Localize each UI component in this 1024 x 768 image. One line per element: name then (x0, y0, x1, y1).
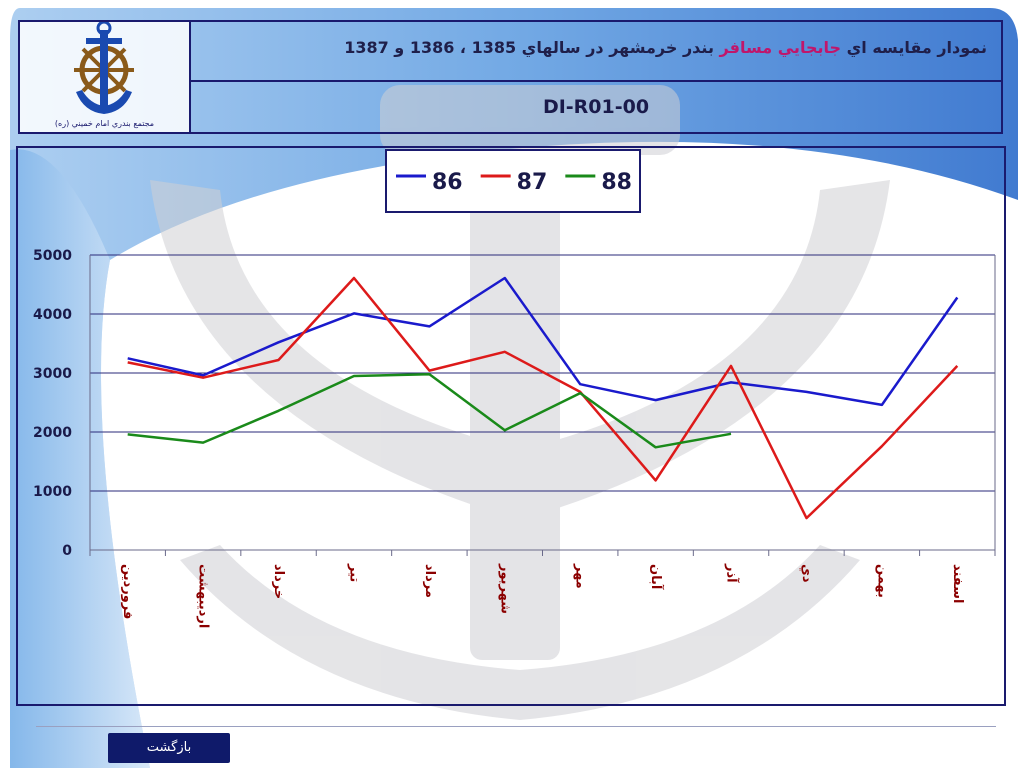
x-category-label: بهمن (874, 564, 889, 598)
title-row (191, 22, 1001, 82)
logo-caption: مجتمع بندري امام خميني (ره) (54, 119, 155, 128)
series-line-86 (127, 276, 959, 407)
legend-label-87: 87 (517, 170, 548, 195)
watermark-anchor-icon (150, 85, 890, 720)
x-category-label: مهر (573, 563, 588, 589)
title-part-2: بندر خرمشهر در سالهاي 1385 ، 1386 و 1387 (344, 38, 714, 57)
chart-legend: 86 87 88 (385, 149, 641, 213)
chart-series (127, 276, 959, 520)
footer-divider (36, 726, 996, 727)
series-line-88 (127, 372, 732, 449)
y-tick-label: 2000 (33, 425, 72, 441)
legend-label-86: 86 (432, 170, 463, 195)
title-part-1: نمودار مقايسه اي (846, 38, 987, 57)
x-category-label: دي (799, 564, 814, 583)
back-button[interactable]: بازگشت (108, 733, 230, 763)
logo-cell: مجتمع بندري امام خميني (ره) (20, 20, 191, 132)
x-category-label: خرداد (271, 564, 286, 599)
x-category-label: شهريور (497, 563, 512, 614)
x-category-label: آذر (724, 563, 741, 583)
y-tick-label: 1000 (33, 484, 72, 500)
page-title: نمودار مقايسه اي جابجايي مسافر بندر خرمش… (344, 38, 987, 57)
chart-frame (16, 146, 1006, 706)
anchor-logo-icon (74, 20, 134, 114)
x-category-label: آبان (648, 564, 665, 590)
x-category-label: اسفند (950, 564, 965, 603)
legend-label-88: 88 (601, 170, 632, 195)
legend-box (385, 149, 641, 213)
x-category-label: ارديبهشت (196, 564, 211, 628)
series-line-87 (127, 276, 959, 520)
x-axis-labels: فروردين ارديبهشت خرداد تير مرداد شهريور مهر آبا… (120, 563, 965, 628)
x-category-label: فروردين (120, 564, 135, 619)
x-category-label: مرداد (422, 564, 437, 598)
title-highlight: جابجايي مسافر (719, 38, 842, 57)
chart-axes (89, 255, 996, 556)
y-tick-label: 4000 (33, 307, 72, 323)
y-axis-labels: 0 1000 2000 3000 4000 5000 (33, 248, 72, 559)
y-tick-label: 5000 (33, 248, 72, 264)
y-tick-label: 3000 (33, 366, 72, 382)
x-category-label: تير (346, 563, 361, 582)
header-table: مجتمع بندري امام خميني (ره) نمودار مقايس… (18, 20, 1003, 134)
document-code: DI-R01-00 (542, 96, 650, 118)
y-tick-label: 0 (62, 543, 72, 559)
